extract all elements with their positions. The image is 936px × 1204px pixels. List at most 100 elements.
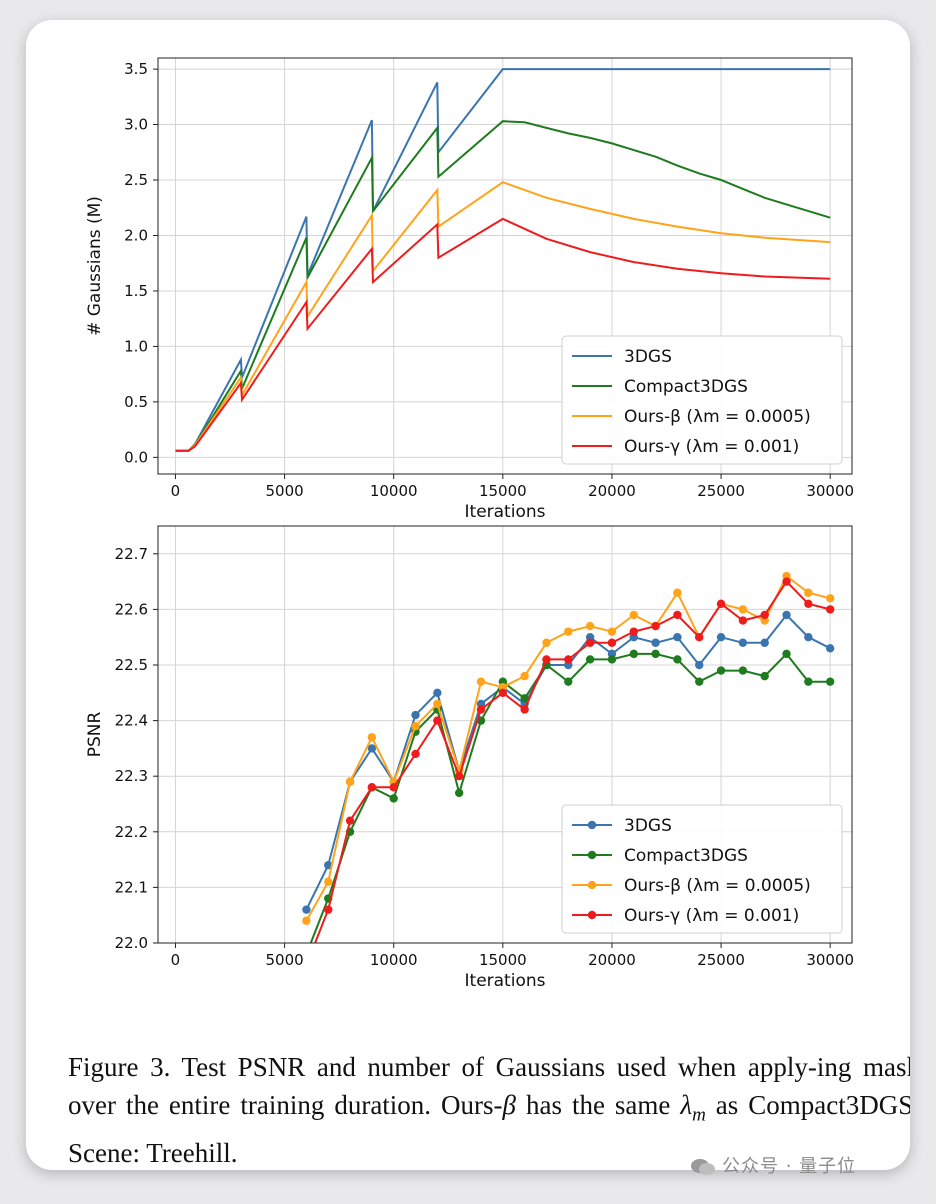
data-point	[433, 699, 442, 709]
y-tick-label: 2.5	[124, 171, 148, 189]
data-point	[498, 688, 508, 697]
series-group	[175, 68, 831, 452]
chart-1: 0 5000 10000 15000 20000 25000 30000 0.0 0.5 1.0 1…	[85, 57, 854, 522]
x-tick-label: 25000	[697, 482, 745, 500]
data-point	[695, 633, 704, 642]
data-point	[629, 649, 638, 659]
data-point	[804, 677, 813, 686]
series-line-Compact3DGS	[175, 120, 831, 452]
y-tick-label: 0.0	[124, 448, 148, 466]
legend-box	[561, 335, 843, 465]
data-point	[782, 577, 791, 586]
caption-text-2: has the same	[515, 1090, 681, 1120]
y-tick-label: 22.7	[115, 545, 148, 563]
data-point	[673, 588, 682, 597]
watermark: 公众号 · 量子位	[690, 1152, 856, 1178]
y-tick-label: 0.5	[124, 393, 148, 411]
x-tick-label: 15000	[479, 951, 527, 969]
data-point	[738, 638, 748, 647]
y-tick-label: 22.1	[115, 878, 148, 896]
data-point	[454, 772, 464, 781]
data-point	[716, 666, 726, 675]
series-group	[302, 571, 835, 943]
data-point	[345, 816, 355, 825]
data-point	[302, 916, 311, 925]
data-point	[716, 599, 726, 609]
legend: 3DGS Compact3DGS Ours-β (λm = 0.0005) Ours-…	[561, 335, 843, 465]
data-point	[629, 627, 638, 636]
data-point	[825, 644, 835, 653]
legend-label: Ours-β (λm = 0.0005)	[624, 876, 811, 896]
data-point	[411, 749, 420, 759]
caption-subscript: m	[692, 1104, 706, 1126]
data-point	[804, 599, 813, 609]
legend: 3DGS Compact3DGS Ours-β (λm = 0.0005) Ours-…	[561, 804, 843, 934]
data-point	[760, 671, 769, 681]
legend-label: Ours-β (λm = 0.0005)	[624, 407, 811, 427]
data-point	[367, 744, 377, 753]
data-point	[324, 905, 333, 914]
x-axis-label: Iterations	[465, 502, 546, 522]
data-point	[585, 655, 595, 664]
data-point	[782, 610, 791, 620]
data-point	[607, 638, 617, 647]
x-tick-label: 20000	[588, 482, 636, 500]
figure-caption: Figure 3. Test PSNR and number of Gaussi…	[68, 1048, 910, 1170]
data-point	[324, 877, 333, 887]
y-tick-label: 3.0	[124, 116, 148, 134]
series-line-Ours-γ (λm = 0.001)	[175, 217, 831, 452]
x-tick-label: 20000	[588, 951, 636, 969]
data-point	[782, 649, 791, 659]
chart-2: 0 5000 10000 15000 20000 25000 30000 22.0 22.1 22…	[85, 525, 854, 991]
x-tick-label: 10000	[370, 951, 418, 969]
data-point	[520, 705, 529, 714]
data-point	[716, 633, 726, 642]
legend-box	[561, 804, 843, 934]
data-point	[585, 621, 595, 631]
data-point	[673, 633, 682, 642]
data-point	[607, 627, 617, 636]
data-point	[804, 633, 813, 642]
data-point	[367, 733, 377, 742]
legend-marker	[587, 820, 597, 830]
data-point	[367, 783, 377, 792]
x-tick-label: 30000	[806, 482, 854, 500]
y-tick-label: 22.4	[115, 712, 148, 730]
y-tick-label: 22.3	[115, 767, 148, 785]
data-point	[651, 638, 660, 647]
data-point	[651, 621, 660, 631]
data-point	[738, 666, 748, 675]
data-point	[324, 860, 333, 870]
x-tick-label: 25000	[697, 951, 745, 969]
data-point	[607, 655, 617, 664]
data-point	[804, 588, 813, 597]
legend-marker	[587, 910, 597, 920]
data-point	[695, 660, 704, 670]
data-point	[433, 688, 442, 697]
data-point	[738, 616, 748, 625]
data-point	[411, 710, 420, 720]
x-tick-label: 10000	[370, 482, 418, 500]
y-axis-label: # Gaussians (M)	[85, 196, 105, 336]
y-tick-label: 22.2	[115, 823, 148, 841]
y-tick-label: 1.5	[124, 282, 148, 300]
data-point	[389, 794, 398, 803]
y-tick-label: 3.5	[124, 60, 148, 78]
data-point	[520, 671, 529, 681]
data-point	[673, 610, 682, 620]
data-point	[825, 605, 835, 614]
plot-frame	[157, 525, 853, 944]
data-point	[825, 677, 835, 686]
data-point	[673, 655, 682, 664]
data-point	[345, 777, 355, 786]
wechat-icon	[691, 1159, 715, 1175]
x-tick-label: 0	[171, 951, 181, 969]
legend-label: 3DGS	[624, 816, 672, 836]
data-point	[542, 655, 551, 664]
y-axis-label: PSNR	[85, 712, 105, 758]
data-point	[433, 716, 442, 725]
data-point	[629, 610, 638, 620]
legend-label: Ours-γ (λm = 0.001)	[624, 437, 799, 457]
legend-label: Ours-γ (λm = 0.001)	[624, 906, 799, 926]
data-point	[825, 594, 835, 603]
